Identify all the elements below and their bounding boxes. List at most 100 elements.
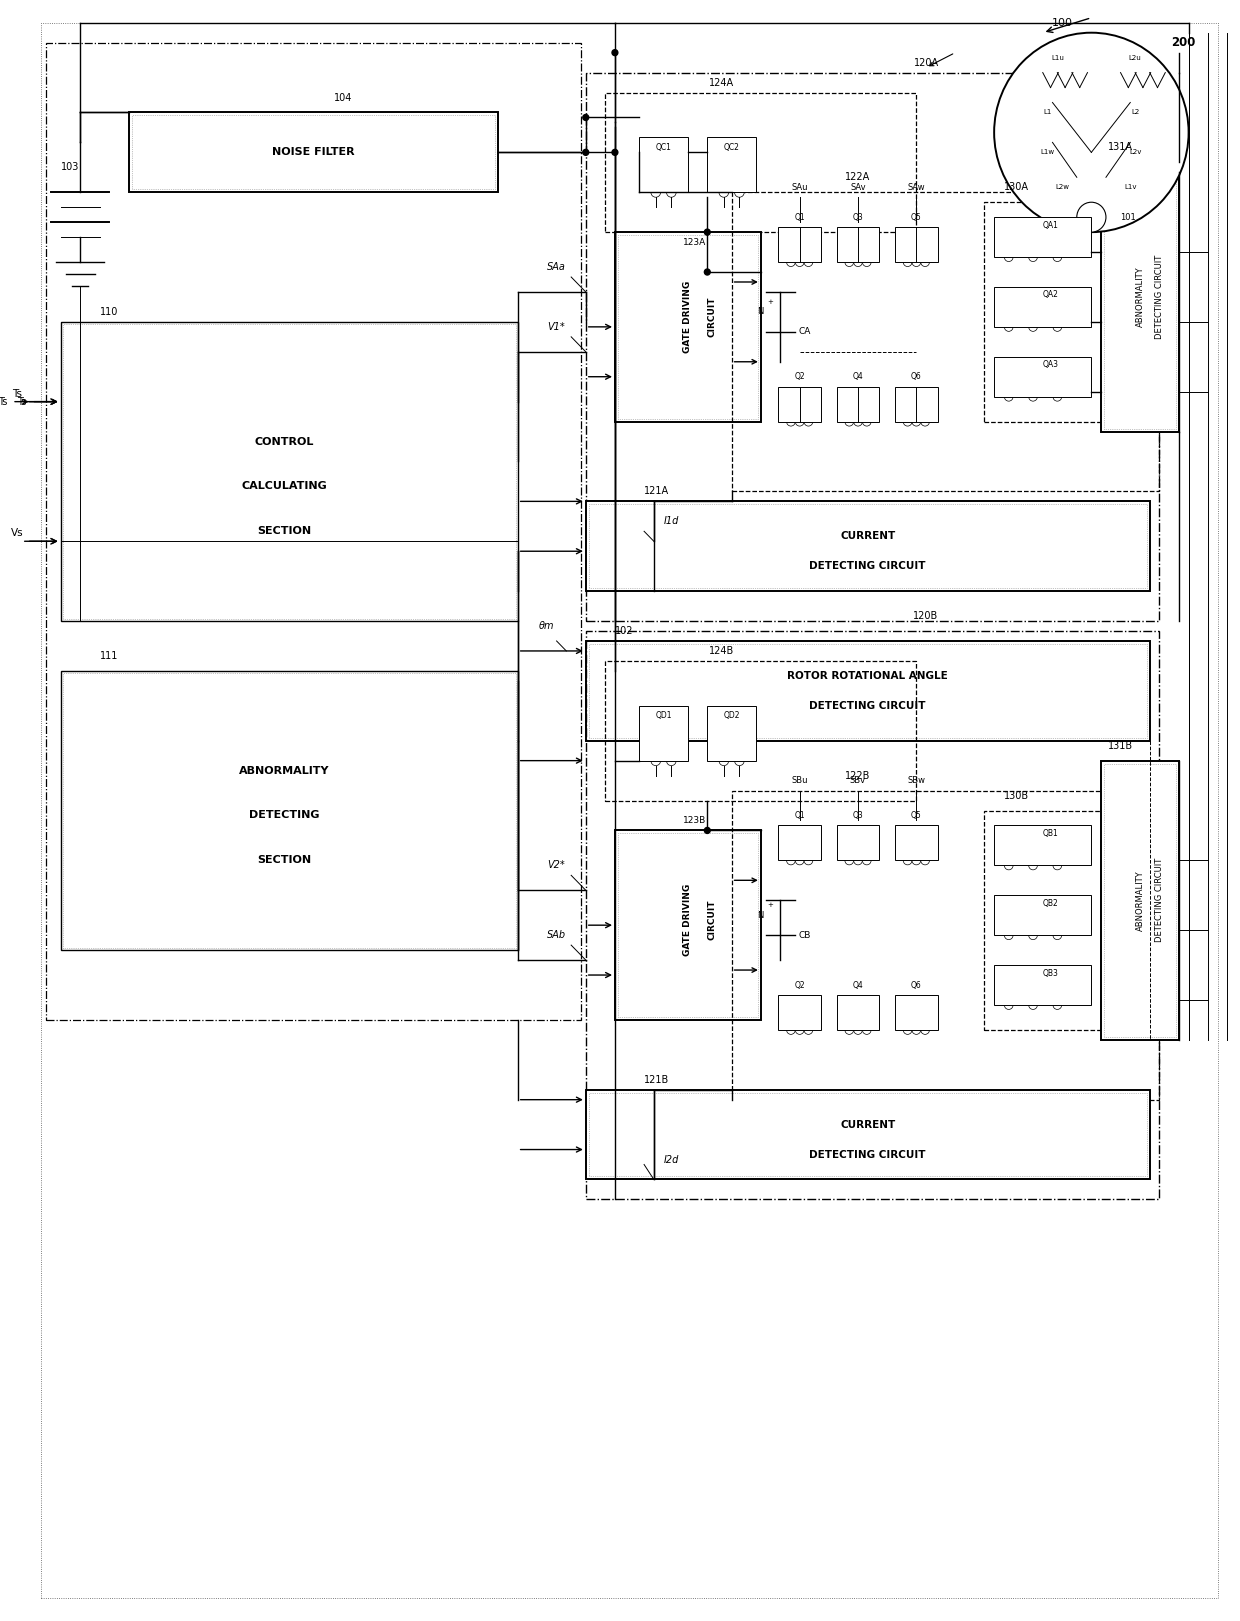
Bar bbox=[994, 287, 1091, 327]
Circle shape bbox=[862, 258, 872, 266]
Bar bbox=[585, 1089, 1149, 1180]
Text: L1v: L1v bbox=[1123, 185, 1137, 190]
Circle shape bbox=[921, 856, 930, 866]
Circle shape bbox=[795, 417, 804, 426]
Bar bbox=[129, 112, 498, 193]
Text: ABNORMALITY: ABNORMALITY bbox=[1136, 266, 1145, 327]
Circle shape bbox=[666, 188, 676, 198]
Text: I1d: I1d bbox=[663, 517, 680, 527]
Bar bbox=[63, 673, 516, 948]
Text: Ts: Ts bbox=[0, 397, 7, 407]
Text: 111: 111 bbox=[100, 652, 119, 661]
Text: 120B: 120B bbox=[914, 611, 939, 621]
Text: ABNORMALITY: ABNORMALITY bbox=[239, 765, 330, 775]
Bar bbox=[605, 661, 916, 801]
Text: CA: CA bbox=[799, 327, 811, 336]
Text: GATE DRIVING: GATE DRIVING bbox=[683, 280, 692, 353]
Circle shape bbox=[853, 1026, 862, 1034]
Text: SBu: SBu bbox=[791, 776, 808, 785]
Circle shape bbox=[795, 856, 804, 866]
Text: 103: 103 bbox=[61, 162, 79, 172]
Text: DETECTING CIRCUIT: DETECTING CIRCUIT bbox=[1154, 858, 1164, 942]
Bar bbox=[61, 671, 517, 950]
Circle shape bbox=[1029, 323, 1038, 331]
Text: L1w: L1w bbox=[1040, 149, 1055, 156]
Text: QB2: QB2 bbox=[1043, 898, 1059, 908]
Bar bbox=[994, 217, 1091, 258]
Text: NOISE FILTER: NOISE FILTER bbox=[273, 148, 355, 157]
Text: 131A: 131A bbox=[1109, 143, 1133, 152]
Text: CURRENT: CURRENT bbox=[841, 532, 895, 541]
Circle shape bbox=[903, 1026, 911, 1034]
Text: SAu: SAu bbox=[791, 183, 808, 191]
Bar bbox=[895, 227, 937, 263]
Text: V2*: V2* bbox=[548, 861, 565, 870]
Text: 121A: 121A bbox=[644, 486, 670, 496]
Circle shape bbox=[1029, 1000, 1038, 1010]
Circle shape bbox=[583, 115, 589, 120]
Text: Q3: Q3 bbox=[853, 212, 863, 222]
Text: 121B: 121B bbox=[644, 1075, 670, 1084]
Circle shape bbox=[1004, 1000, 1013, 1010]
Text: CIRCUIT: CIRCUIT bbox=[708, 900, 717, 940]
Bar bbox=[985, 810, 1121, 1029]
Bar bbox=[1101, 760, 1179, 1039]
Circle shape bbox=[719, 188, 729, 198]
Text: Q4: Q4 bbox=[853, 981, 863, 989]
Circle shape bbox=[844, 856, 853, 866]
Circle shape bbox=[613, 50, 618, 55]
Bar bbox=[615, 830, 761, 1020]
Bar bbox=[618, 833, 758, 1016]
Text: QB3: QB3 bbox=[1043, 968, 1059, 977]
Bar bbox=[615, 232, 761, 421]
Bar bbox=[131, 115, 495, 190]
Text: CURRENT: CURRENT bbox=[841, 1120, 895, 1130]
Circle shape bbox=[862, 856, 872, 866]
Bar bbox=[585, 501, 1149, 592]
Bar bbox=[994, 357, 1091, 397]
Circle shape bbox=[1053, 392, 1061, 400]
Text: 100: 100 bbox=[1052, 18, 1073, 28]
Text: 120A: 120A bbox=[914, 58, 939, 68]
Bar bbox=[1104, 763, 1176, 1037]
Circle shape bbox=[844, 1026, 853, 1034]
Circle shape bbox=[734, 188, 744, 198]
Bar bbox=[63, 324, 516, 619]
Text: 104: 104 bbox=[334, 92, 352, 102]
Text: N: N bbox=[758, 911, 764, 919]
Text: Q3: Q3 bbox=[853, 810, 863, 820]
Text: 101: 101 bbox=[1121, 212, 1136, 222]
Text: 122A: 122A bbox=[846, 172, 870, 182]
Text: 131B: 131B bbox=[1109, 741, 1133, 751]
Bar bbox=[994, 895, 1091, 935]
Text: I2d: I2d bbox=[663, 1154, 680, 1164]
Circle shape bbox=[1029, 392, 1038, 400]
Circle shape bbox=[795, 258, 804, 266]
Text: Q2: Q2 bbox=[795, 373, 805, 381]
Bar bbox=[589, 1093, 1147, 1177]
Circle shape bbox=[804, 258, 812, 266]
Text: QC1: QC1 bbox=[656, 143, 672, 152]
Bar bbox=[1101, 162, 1179, 431]
Bar bbox=[618, 235, 758, 418]
Circle shape bbox=[1076, 203, 1106, 232]
Circle shape bbox=[651, 755, 661, 765]
Bar bbox=[895, 995, 937, 1029]
Text: SBw: SBw bbox=[908, 776, 925, 785]
Circle shape bbox=[1004, 392, 1013, 400]
Text: Q6: Q6 bbox=[911, 373, 921, 381]
Bar bbox=[895, 825, 937, 861]
Bar bbox=[1104, 165, 1176, 428]
Bar bbox=[732, 791, 1159, 1099]
Text: CONTROL: CONTROL bbox=[254, 436, 314, 446]
Circle shape bbox=[786, 258, 795, 266]
Circle shape bbox=[804, 1026, 812, 1034]
Text: 123B: 123B bbox=[683, 815, 707, 825]
Bar bbox=[994, 964, 1091, 1005]
Text: V1*: V1* bbox=[548, 323, 565, 332]
Bar bbox=[589, 644, 1147, 738]
Text: 110: 110 bbox=[100, 306, 119, 318]
Text: θm: θm bbox=[539, 621, 554, 631]
Text: N: N bbox=[758, 308, 764, 316]
Bar bbox=[589, 504, 1147, 588]
